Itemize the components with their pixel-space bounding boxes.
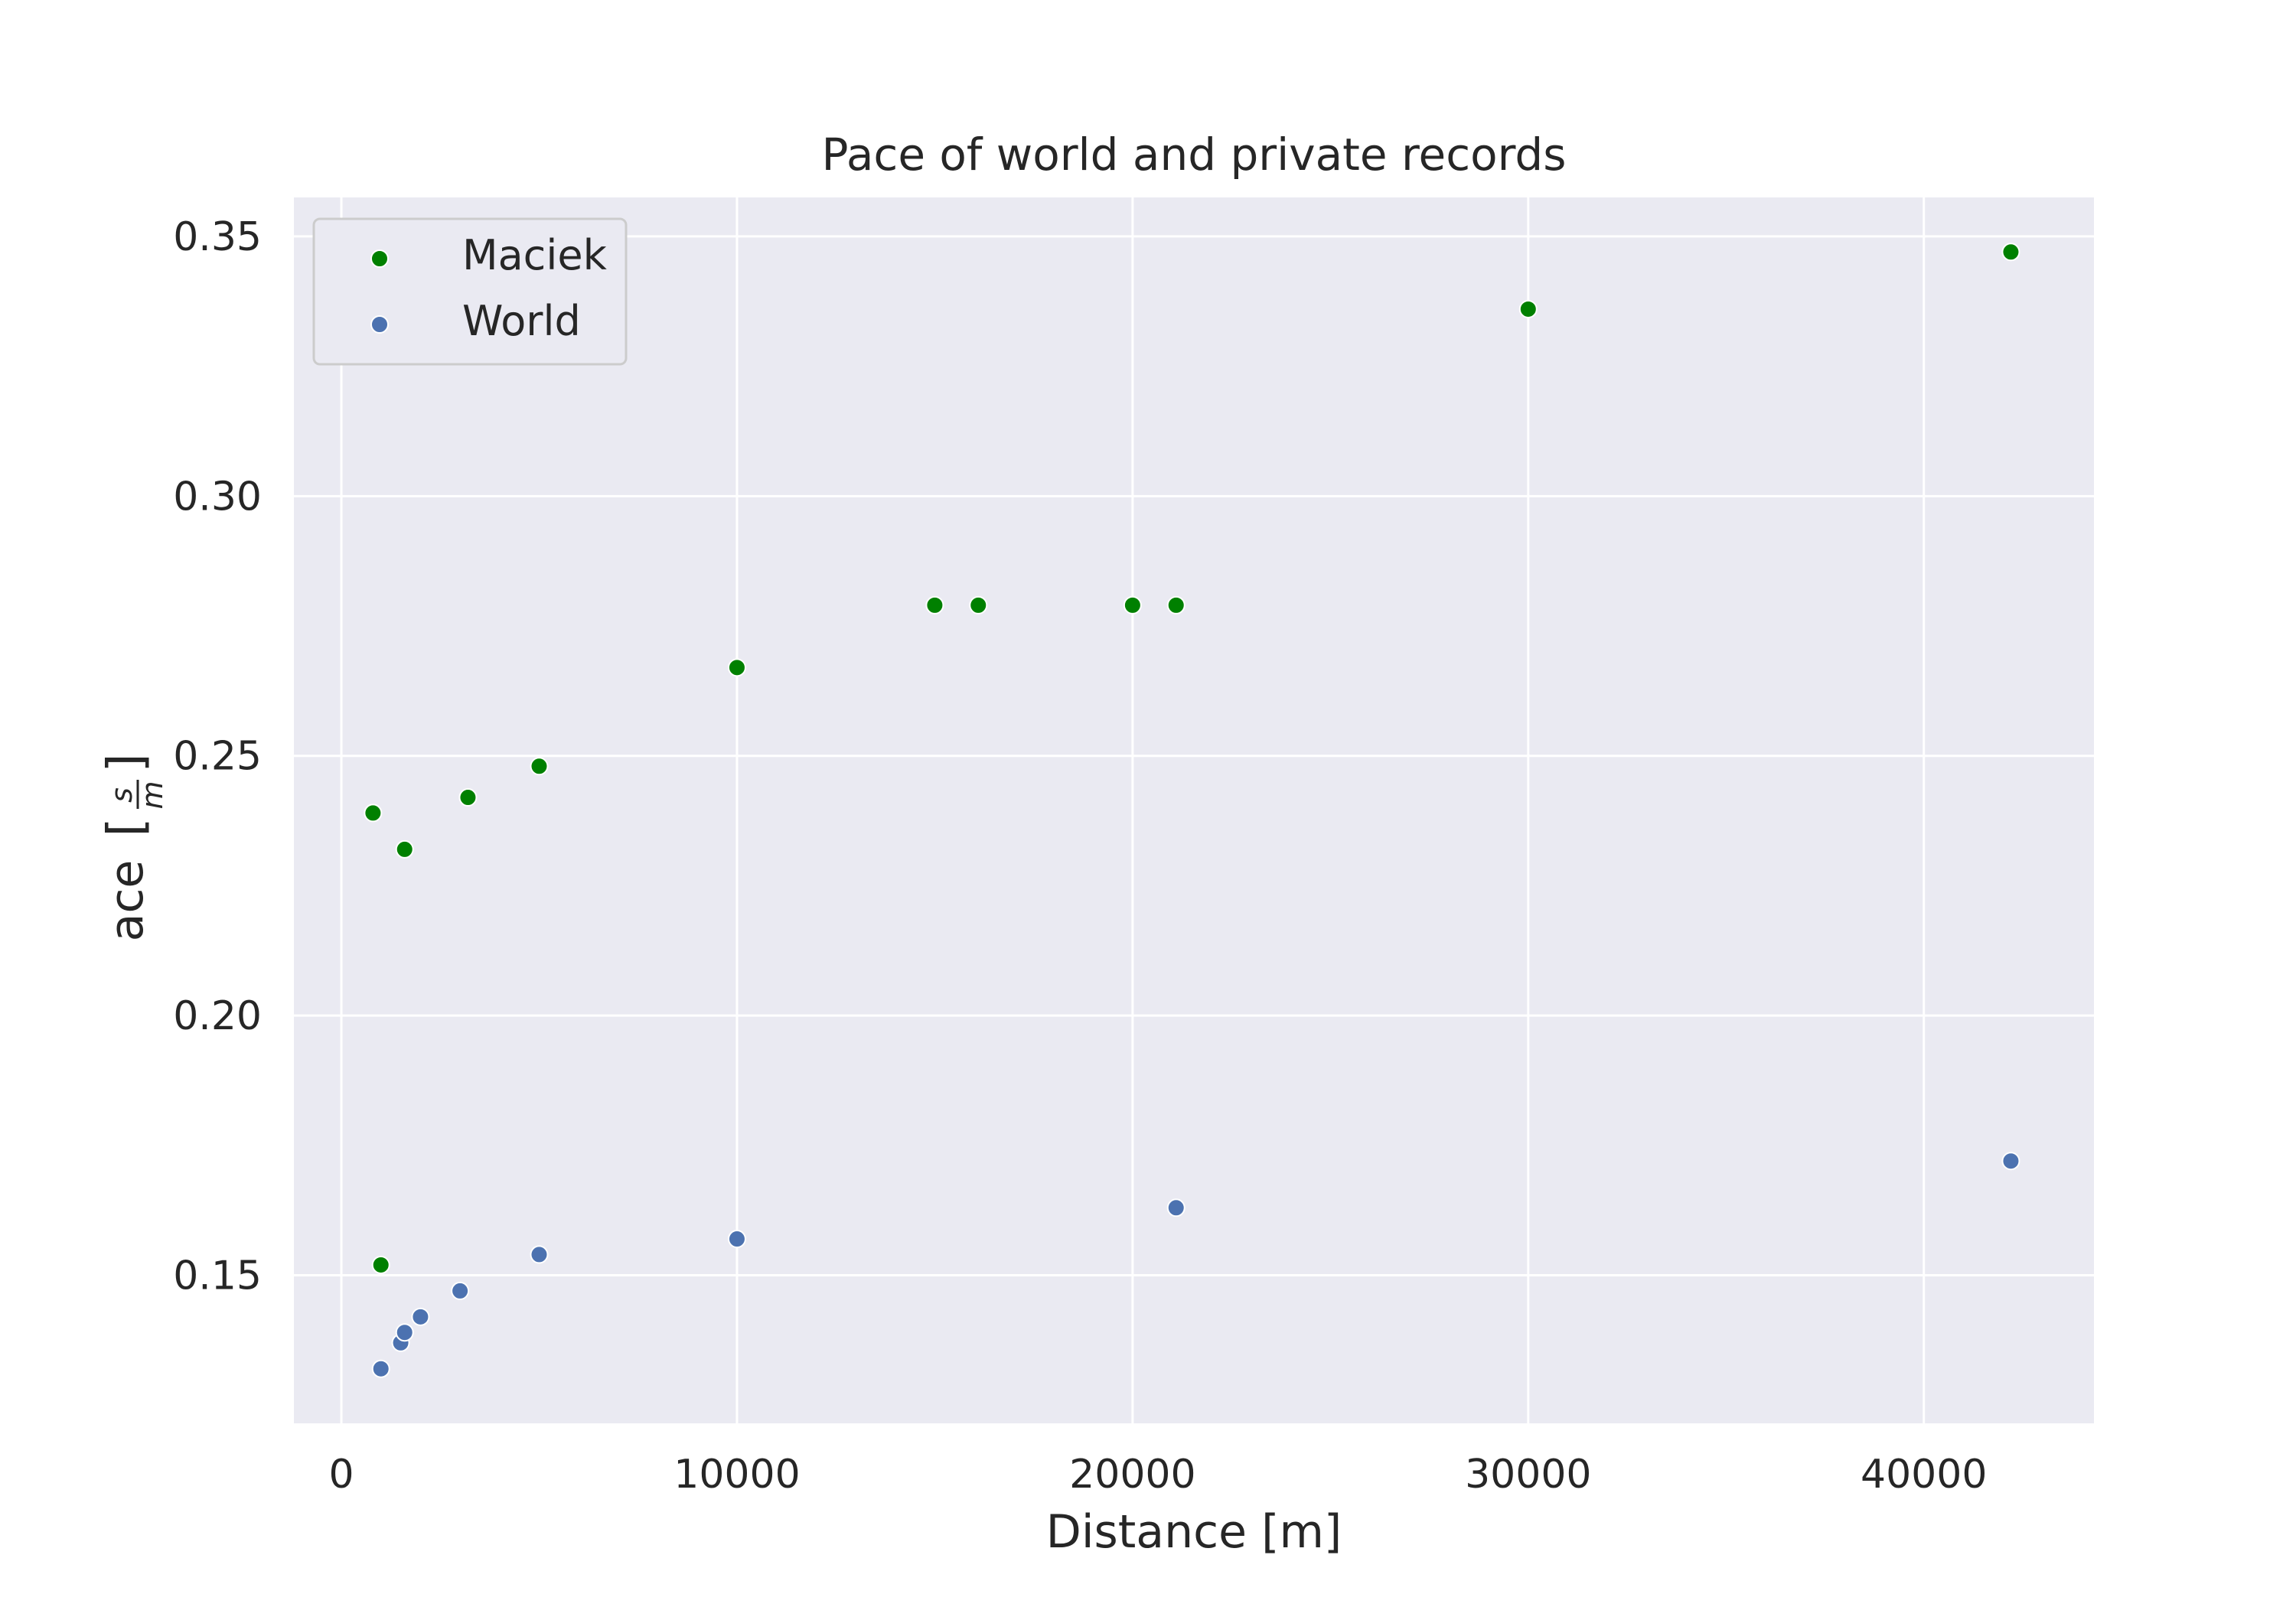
legend-label-world: World: [462, 297, 581, 345]
data-point-world: [2001, 1152, 2020, 1171]
y-tick-label: 0.15: [173, 1253, 262, 1299]
y-tick-label: 0.30: [173, 474, 262, 520]
y-axis-label: ace [ s m ]: [98, 754, 169, 942]
x-tick-label: 0: [328, 1452, 354, 1498]
x-tick-label: 20000: [1069, 1452, 1195, 1498]
data-point-world: [411, 1307, 430, 1326]
chart-title: Pace of world and private records: [822, 129, 1567, 181]
data-point-maciek: [1166, 595, 1186, 614]
legend-marker-world: [370, 315, 389, 334]
x-tick-label: 40000: [1861, 1452, 1987, 1498]
data-point-maciek: [727, 658, 746, 677]
legend-box: [312, 217, 628, 366]
data-point-maciek: [371, 1255, 390, 1274]
x-tick-label: 30000: [1465, 1452, 1591, 1498]
x-tick-labels: 0 10000 20000 30000 40000: [328, 1452, 1987, 1498]
legend-label-maciek: Maciek: [462, 231, 608, 279]
y-axis-label-fraction-denominator: m: [135, 781, 169, 809]
data-point-maciek: [925, 595, 944, 614]
y-axis-label-prefix: ace: [100, 860, 154, 942]
y-tick-labels: 0.15 0.20 0.25 0.30 0.35: [173, 214, 262, 1299]
data-point-world: [530, 1245, 549, 1264]
data-point-world: [1166, 1198, 1186, 1217]
y-tick-label: 0.25: [173, 734, 262, 780]
data-point-world: [371, 1359, 390, 1378]
legend-marker-maciek: [370, 249, 389, 268]
data-point-world: [395, 1323, 414, 1342]
data-point-maciek: [1123, 595, 1142, 614]
data-point-maciek: [395, 839, 414, 859]
y-axis-label-left-bracket: [: [98, 818, 155, 837]
legend: Maciek World: [312, 217, 628, 366]
data-point-maciek: [1518, 299, 1538, 318]
x-axis-label: Distance [m]: [1046, 1505, 1342, 1559]
data-point-maciek: [530, 757, 549, 776]
y-axis-label-fraction-numerator: s: [105, 787, 139, 803]
data-point-world: [451, 1281, 470, 1300]
x-tick-label: 10000: [673, 1452, 800, 1498]
data-point-world: [727, 1230, 746, 1249]
y-tick-label: 0.35: [173, 214, 262, 260]
y-tick-label: 0.20: [173, 993, 262, 1039]
data-point-maciek: [2001, 243, 2020, 262]
plot-area: [294, 197, 2094, 1423]
data-points: [364, 243, 2020, 1378]
data-point-maciek: [458, 788, 478, 807]
y-axis-label-right-bracket: ]: [98, 754, 155, 773]
data-point-maciek: [969, 595, 988, 614]
data-point-maciek: [364, 804, 383, 823]
grid-lines: [294, 197, 2094, 1423]
